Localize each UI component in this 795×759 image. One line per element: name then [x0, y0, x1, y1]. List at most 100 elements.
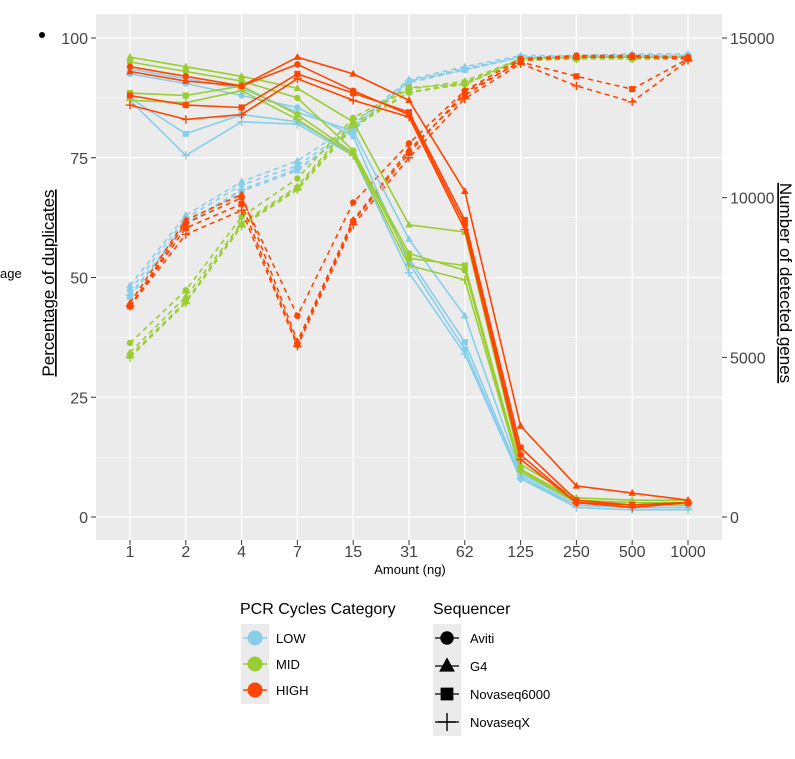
- data-point: [404, 153, 414, 163]
- data-point: [683, 56, 693, 65]
- data-point: [238, 92, 245, 99]
- data-point: [293, 84, 302, 91]
- data-point: [237, 72, 246, 80]
- data-point: [405, 149, 413, 157]
- data-point: [516, 455, 525, 464]
- data-point: [572, 481, 581, 489]
- data-point: [461, 216, 468, 224]
- data-point: [126, 53, 134, 60]
- data-point: [182, 130, 189, 137]
- data-point: [237, 81, 246, 89]
- data-point: [293, 164, 302, 174]
- data-point: [517, 444, 524, 451]
- x-tick-label: 31: [400, 544, 418, 561]
- data-point: [572, 81, 581, 91]
- x-tick-label: 7: [293, 544, 302, 561]
- data-point: [182, 215, 190, 223]
- x-tick-label: 250: [563, 544, 590, 561]
- data-point: [461, 311, 469, 319]
- y-right-tick-labels: 0 5000 10000 15000: [722, 31, 775, 527]
- y-left-tick-label: 0: [79, 510, 88, 527]
- data-point: [349, 199, 357, 206]
- data-point: [293, 115, 302, 124]
- data-point: [237, 206, 246, 215]
- data-point: [461, 89, 468, 96]
- data-point: [238, 104, 245, 111]
- data-point: [683, 498, 693, 507]
- data-point: [294, 61, 301, 68]
- legend-shape-circle-icon: [440, 631, 454, 645]
- data-point: [125, 301, 135, 311]
- legend-shape-title: Sequencer: [433, 601, 511, 618]
- data-point: [348, 95, 358, 105]
- data-point: [125, 353, 135, 362]
- data-point: [125, 100, 135, 110]
- data-point: [125, 290, 135, 300]
- data-point: [404, 87, 414, 97]
- data-point: [294, 94, 301, 102]
- data-point: [348, 151, 358, 160]
- data-point: [405, 140, 413, 147]
- data-point: [349, 127, 357, 135]
- y-right-tick-label: 10000: [730, 191, 775, 208]
- data-point: [460, 349, 470, 359]
- legend-color-label: MID: [276, 657, 300, 672]
- x-tick-label: 4: [237, 544, 246, 561]
- data-point: [627, 503, 637, 512]
- data-point: [294, 175, 301, 182]
- legend-color: PCR Cycles Category LOW MID HIGH: [240, 601, 396, 704]
- data-point: [126, 58, 134, 66]
- data-point: [460, 275, 470, 285]
- data-point: [572, 498, 581, 507]
- legend-shape-triangle-icon: [439, 657, 455, 672]
- data-point: [237, 177, 246, 185]
- data-point: [460, 94, 470, 103]
- data-point: [460, 225, 470, 234]
- data-point: [293, 341, 302, 351]
- data-point: [628, 488, 636, 496]
- data-point: [294, 104, 301, 111]
- data-point: [182, 224, 189, 232]
- data-point: [126, 67, 134, 75]
- data-point: [460, 79, 470, 89]
- data-point: [182, 92, 189, 99]
- data-point: [238, 200, 245, 208]
- data-point: [404, 261, 414, 270]
- data-point: [238, 77, 245, 85]
- data-point: [404, 112, 414, 122]
- legend-color-swatch: [247, 682, 263, 698]
- x-axis-title: Amount (ng): [374, 562, 446, 577]
- data-point: [237, 110, 246, 119]
- data-point: [293, 156, 302, 164]
- x-tick-label: 500: [619, 544, 646, 561]
- legend-color-label: HIGH: [276, 683, 309, 698]
- data-point: [405, 235, 413, 242]
- y-right-tick-label: 0: [730, 510, 739, 527]
- data-point: [182, 76, 190, 84]
- data-point: [573, 73, 580, 80]
- x-tick-label: 1000: [670, 544, 706, 561]
- data-point: [181, 298, 191, 308]
- y-left-tick-label: 25: [70, 390, 88, 407]
- y-left-tick-label: 100: [61, 31, 88, 48]
- data-point: [293, 53, 302, 60]
- data-point: [182, 211, 190, 218]
- data-point: [126, 339, 134, 347]
- data-point: [460, 64, 470, 73]
- legend-shape-label: Aviti: [470, 631, 494, 646]
- data-point: [348, 220, 358, 230]
- data-point: [182, 68, 190, 75]
- data-point: [182, 287, 190, 294]
- data-point: [181, 115, 191, 124]
- data-point: [126, 281, 134, 289]
- data-point: [349, 117, 357, 125]
- legend-color-swatch: [247, 630, 263, 646]
- data-point: [572, 53, 581, 60]
- data-point: [516, 59, 525, 68]
- bullet-dot: [39, 32, 45, 38]
- data-point: [182, 62, 190, 70]
- data-point: [461, 262, 468, 269]
- data-point: [294, 111, 301, 118]
- data-point: [629, 86, 636, 93]
